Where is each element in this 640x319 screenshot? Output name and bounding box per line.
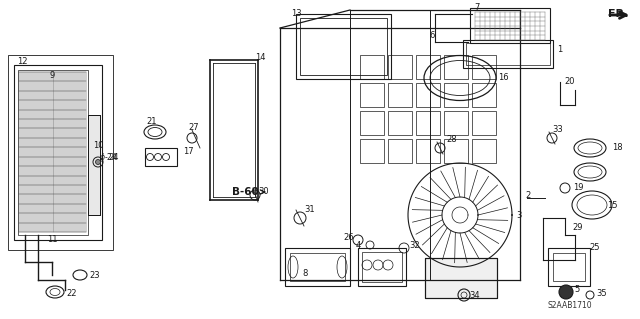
Bar: [416, 111, 440, 135]
Text: 28: 28: [447, 136, 458, 145]
Bar: [553, 253, 585, 281]
Text: 6: 6: [429, 32, 435, 41]
Text: 23: 23: [90, 271, 100, 279]
Text: 4: 4: [355, 241, 360, 249]
Bar: [88, 115, 100, 215]
Bar: [463, 40, 553, 68]
Text: 26: 26: [344, 234, 355, 242]
Bar: [388, 111, 412, 135]
Text: 35: 35: [596, 288, 607, 298]
Bar: [358, 248, 406, 286]
Bar: [425, 258, 497, 298]
Text: 14: 14: [255, 54, 265, 63]
Bar: [444, 55, 468, 79]
Bar: [388, 55, 412, 79]
Text: 34: 34: [470, 291, 480, 300]
Circle shape: [559, 285, 573, 299]
Bar: [14, 65, 102, 240]
Text: 9: 9: [49, 70, 54, 79]
Bar: [416, 83, 440, 107]
Bar: [470, 8, 550, 43]
Bar: [416, 55, 440, 79]
Text: 27: 27: [189, 123, 199, 132]
Bar: [296, 14, 391, 79]
Text: 18: 18: [612, 144, 622, 152]
Bar: [472, 83, 496, 107]
Text: 29: 29: [573, 224, 583, 233]
Text: 17: 17: [182, 147, 193, 157]
Text: 24: 24: [109, 153, 119, 162]
Text: 16: 16: [498, 72, 508, 81]
Bar: [388, 83, 412, 107]
Text: 8: 8: [302, 269, 308, 278]
Text: 22: 22: [67, 288, 77, 298]
Text: 2: 2: [525, 190, 531, 199]
Text: 12: 12: [17, 57, 28, 66]
Bar: [360, 139, 384, 163]
Bar: [360, 55, 384, 79]
Bar: [444, 139, 468, 163]
Text: 7: 7: [474, 3, 480, 11]
Text: 21: 21: [147, 117, 157, 127]
Text: S2AAB1710: S2AAB1710: [548, 301, 592, 310]
Bar: [145, 148, 177, 166]
Text: $\phi$-24: $\phi$-24: [99, 152, 118, 165]
Text: B-60: B-60: [232, 187, 265, 197]
Bar: [88, 115, 100, 215]
Text: 10: 10: [93, 140, 103, 150]
Text: 15: 15: [607, 201, 617, 210]
Text: 13: 13: [291, 9, 301, 18]
Bar: [388, 139, 412, 163]
Bar: [425, 258, 497, 298]
Bar: [472, 55, 496, 79]
Text: 19: 19: [573, 183, 583, 192]
Text: 25: 25: [589, 243, 600, 253]
Text: 31: 31: [305, 205, 316, 214]
Bar: [360, 111, 384, 135]
Bar: [548, 248, 590, 286]
Text: 1: 1: [557, 46, 563, 55]
Bar: [472, 139, 496, 163]
Bar: [444, 83, 468, 107]
Bar: [18, 70, 88, 235]
Bar: [290, 253, 345, 281]
Bar: [300, 18, 387, 75]
Text: 30: 30: [259, 188, 269, 197]
Text: 11: 11: [47, 235, 57, 244]
Text: 20: 20: [564, 78, 575, 86]
Text: 33: 33: [552, 125, 563, 135]
Bar: [8, 55, 113, 250]
Text: 32: 32: [410, 241, 420, 249]
Bar: [360, 83, 384, 107]
Circle shape: [95, 160, 100, 165]
Bar: [472, 111, 496, 135]
Text: 5: 5: [574, 286, 580, 294]
Bar: [444, 111, 468, 135]
Bar: [285, 248, 350, 286]
Text: FR.: FR.: [608, 9, 628, 19]
Text: 3: 3: [516, 211, 522, 219]
Bar: [416, 139, 440, 163]
Bar: [362, 252, 402, 282]
Bar: [466, 43, 550, 65]
